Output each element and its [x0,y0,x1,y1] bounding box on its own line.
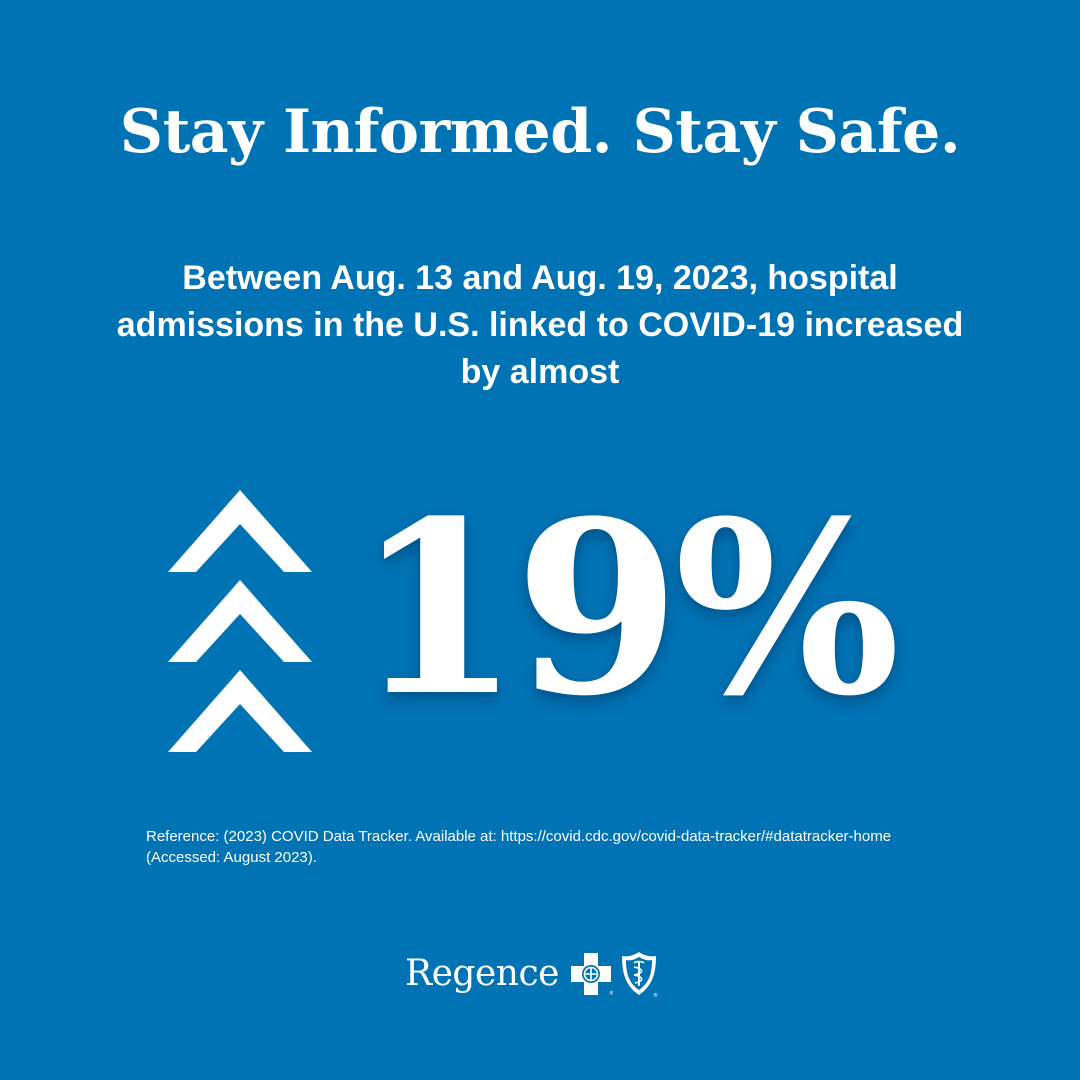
stat-description: Between Aug. 13 and Aug. 19, 2023, hospi… [116,259,964,391]
blue-cross-icon: ® [570,953,613,997]
stat-value: 19% [355,470,900,749]
svg-text:®: ® [609,990,613,997]
headline: Stay Informed. Stay Safe. [119,97,961,167]
brand-logo: Regence ® ® [405,944,659,1004]
blue-shield-icon: ® [621,952,658,998]
svg-text:®: ® [653,992,658,998]
reference-note: Reference: (2023) COVID Data Tracker. Av… [146,828,892,866]
brand-name: Regence [405,953,559,994]
stat-callout: 19% [160,470,920,760]
triple-chevron-up-icon [168,490,312,752]
brand-marks: ® ® [569,950,659,998]
